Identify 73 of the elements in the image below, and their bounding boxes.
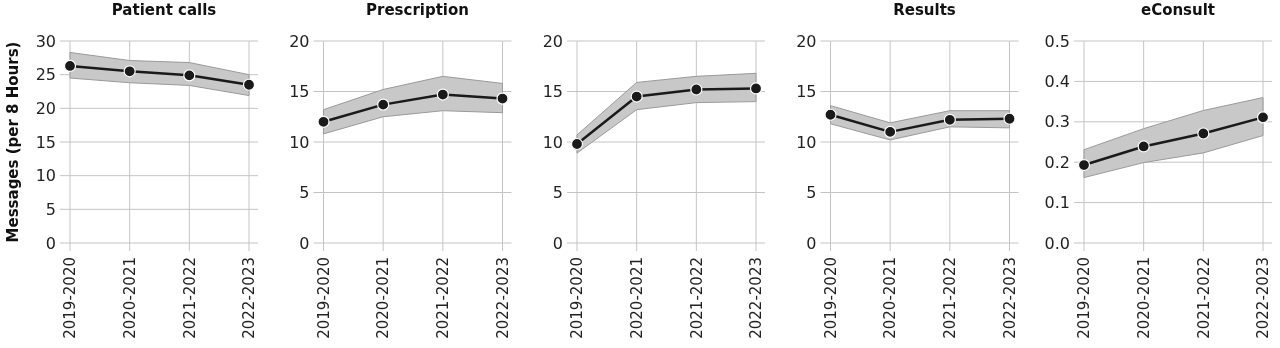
x-tick-label: 2021-2022 <box>941 257 960 339</box>
x-tick-label: 2022-2023 <box>240 257 259 339</box>
x-tick-label: 2020-2021 <box>120 257 139 339</box>
y-tick-label: 5 <box>806 183 817 203</box>
y-tick-label: 5 <box>45 199 56 219</box>
y-tick-label: 15 <box>542 82 563 102</box>
point <box>1077 158 1091 172</box>
point <box>824 108 837 121</box>
y-tick-label: 10 <box>289 132 310 152</box>
point <box>496 92 509 105</box>
y-tick-label: 20 <box>289 31 310 51</box>
y-tick-label: 0.1 <box>1044 193 1070 213</box>
x-tick-label: 2020-2021 <box>1134 257 1153 339</box>
point <box>317 115 330 128</box>
y-tick-label: 20 <box>542 31 563 51</box>
y-axis-title: Messages (per 8 Hours) <box>4 41 22 243</box>
point <box>123 65 136 78</box>
y-tick-label: 30 <box>35 31 56 51</box>
x-tick-label: 2020-2021 <box>627 257 646 339</box>
point <box>630 90 643 103</box>
point <box>436 88 449 101</box>
y-tick-label: 20 <box>796 31 817 51</box>
point <box>1137 140 1150 153</box>
y-tick-label: 0.0 <box>1044 233 1070 253</box>
point <box>377 98 390 111</box>
y-tick-label: 0.2 <box>1044 152 1070 172</box>
point <box>943 113 956 126</box>
y-tick-label: 15 <box>35 132 56 152</box>
x-tick-label: 2022-2023 <box>1000 257 1019 339</box>
x-tick-label: 2020-2021 <box>374 257 393 339</box>
point <box>63 59 77 73</box>
point <box>884 125 897 138</box>
y-tick-label: 15 <box>796 82 817 102</box>
point <box>690 83 703 96</box>
y-tick-label: 0 <box>299 233 310 253</box>
x-tick-label: 2021-2022 <box>180 257 199 339</box>
y-tick-label: 15 <box>289 82 310 102</box>
x-tick-label: 2021-2022 <box>434 257 453 339</box>
x-tick-label: 2021-2022 <box>1194 257 1213 339</box>
x-tick-label: 2020-2021 <box>881 257 900 339</box>
y-tick-label: 10 <box>796 132 817 152</box>
y-tick-label: 0.3 <box>1044 112 1070 132</box>
y-tick-label: 5 <box>552 183 563 203</box>
point <box>242 78 256 91</box>
y-tick-label: 10 <box>35 166 56 186</box>
point <box>183 69 196 82</box>
y-tick-label: 0 <box>45 233 56 253</box>
y-tick-label: 5 <box>299 183 310 203</box>
x-tick-label: 2019-2020 <box>821 257 840 339</box>
chart-title: Results <box>893 1 956 19</box>
x-tick-label: 2021-2022 <box>687 257 706 339</box>
chart-title: Patient calls <box>111 1 217 19</box>
y-tick-label: 25 <box>35 65 56 85</box>
y-tick-label: 0 <box>552 233 563 253</box>
x-tick-label: 2022-2023 <box>1254 257 1273 339</box>
y-tick-label: 0 <box>806 233 817 253</box>
y-tick-label: 0.5 <box>1044 31 1070 51</box>
y-tick-label: 20 <box>35 98 56 118</box>
x-tick-label: 2019-2020 <box>314 257 333 339</box>
y-tick-label: 10 <box>542 132 563 152</box>
x-tick-label: 2019-2020 <box>61 257 80 339</box>
point <box>1003 112 1016 125</box>
x-tick-label: 2022-2023 <box>493 257 512 339</box>
x-tick-label: 2019-2020 <box>568 257 587 339</box>
point <box>1197 127 1210 140</box>
point <box>749 82 763 95</box>
x-tick-label: 2019-2020 <box>1075 257 1094 339</box>
x-tick-label: 2022-2023 <box>747 257 766 339</box>
chart-title: Prescription <box>366 1 469 19</box>
chart-title: eConsult <box>1140 1 1216 19</box>
point <box>570 137 584 151</box>
y-tick-label: 0.4 <box>1044 72 1070 91</box>
point <box>1256 111 1270 124</box>
